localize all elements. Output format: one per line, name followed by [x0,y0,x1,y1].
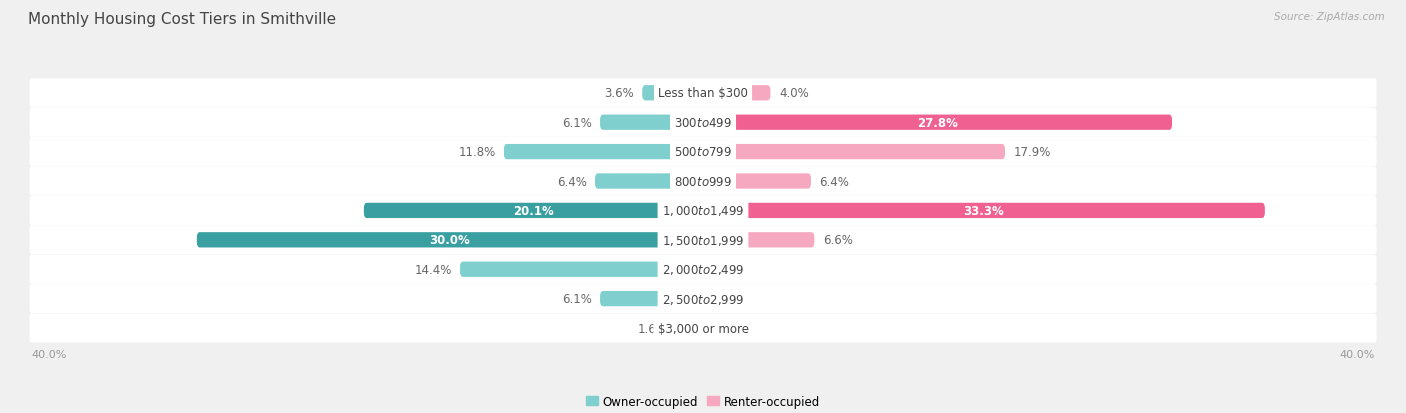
FancyBboxPatch shape [703,86,770,101]
Text: 33.3%: 33.3% [963,204,1004,217]
FancyBboxPatch shape [703,115,1173,131]
FancyBboxPatch shape [30,196,1376,225]
FancyBboxPatch shape [703,174,811,189]
Text: $800 to $999: $800 to $999 [673,175,733,188]
Text: 20.1%: 20.1% [513,204,554,217]
FancyBboxPatch shape [30,167,1376,196]
Text: 6.4%: 6.4% [557,175,586,188]
FancyBboxPatch shape [703,203,1265,218]
Text: $1,500 to $1,999: $1,500 to $1,999 [662,233,744,247]
FancyBboxPatch shape [364,203,703,218]
Text: 1.6%: 1.6% [638,322,668,335]
Text: $1,000 to $1,499: $1,000 to $1,499 [662,204,744,218]
FancyBboxPatch shape [30,138,1376,167]
Text: 0.0%: 0.0% [711,263,741,276]
FancyBboxPatch shape [703,233,814,248]
FancyBboxPatch shape [30,226,1376,255]
FancyBboxPatch shape [703,145,1005,160]
FancyBboxPatch shape [643,86,703,101]
FancyBboxPatch shape [30,255,1376,284]
Text: 3.6%: 3.6% [605,87,634,100]
FancyBboxPatch shape [600,115,703,131]
FancyBboxPatch shape [30,79,1376,108]
FancyBboxPatch shape [30,285,1376,313]
Text: 6.4%: 6.4% [820,175,849,188]
FancyBboxPatch shape [595,174,703,189]
Text: 17.9%: 17.9% [1014,146,1050,159]
Text: 6.6%: 6.6% [823,234,852,247]
Text: 40.0%: 40.0% [31,350,67,360]
FancyBboxPatch shape [460,262,703,277]
Text: $3,000 or more: $3,000 or more [658,322,748,335]
Text: 30.0%: 30.0% [430,234,470,247]
Text: 27.8%: 27.8% [917,116,957,129]
Text: Source: ZipAtlas.com: Source: ZipAtlas.com [1274,12,1385,22]
Text: 11.8%: 11.8% [458,146,495,159]
Text: Monthly Housing Cost Tiers in Smithville: Monthly Housing Cost Tiers in Smithville [28,12,336,27]
FancyBboxPatch shape [30,108,1376,138]
Text: 0.0%: 0.0% [711,292,741,305]
Text: 6.1%: 6.1% [562,116,592,129]
Text: 4.0%: 4.0% [779,87,808,100]
Text: $500 to $799: $500 to $799 [673,146,733,159]
Text: $300 to $499: $300 to $499 [673,116,733,129]
Text: 40.0%: 40.0% [1339,350,1375,360]
Text: $2,000 to $2,499: $2,000 to $2,499 [662,263,744,277]
Text: 14.4%: 14.4% [415,263,451,276]
FancyBboxPatch shape [600,291,703,306]
FancyBboxPatch shape [30,314,1376,343]
Legend: Owner-occupied, Renter-occupied: Owner-occupied, Renter-occupied [586,395,820,408]
Text: $2,500 to $2,999: $2,500 to $2,999 [662,292,744,306]
Text: Less than $300: Less than $300 [658,87,748,100]
Text: 0.0%: 0.0% [711,322,741,335]
FancyBboxPatch shape [503,145,703,160]
FancyBboxPatch shape [197,233,703,248]
Text: 6.1%: 6.1% [562,292,592,305]
FancyBboxPatch shape [676,320,703,336]
